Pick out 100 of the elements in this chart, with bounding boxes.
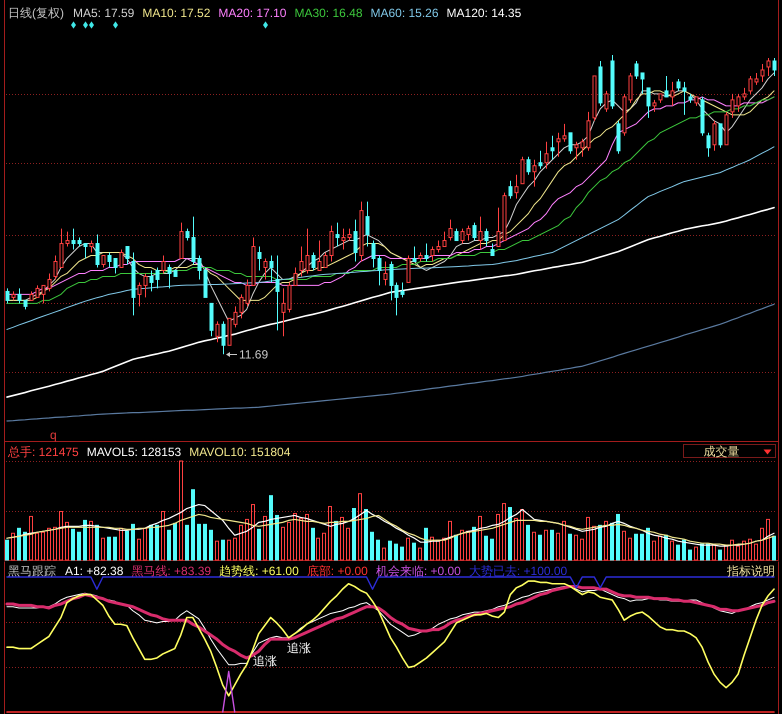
candlestick (318, 240, 322, 271)
bar (23, 532, 27, 560)
bar (634, 534, 638, 560)
bar (712, 544, 716, 560)
candlestick (772, 57, 776, 76)
candlestick (354, 219, 358, 262)
candlestick (706, 132, 710, 158)
candlestick (276, 255, 280, 331)
annotation: 指标说明 (726, 564, 775, 578)
candlestick (514, 174, 518, 200)
text: MA30: 16.48 (294, 6, 363, 20)
bar (293, 512, 297, 560)
bar (538, 534, 542, 560)
bar (478, 516, 482, 560)
candlestick (168, 264, 172, 289)
candlestick (366, 201, 370, 248)
bar (592, 526, 596, 560)
candlestick (36, 284, 40, 298)
bar (287, 522, 291, 560)
bar (484, 536, 488, 560)
bar (358, 493, 362, 560)
bar (143, 528, 147, 560)
bar (748, 538, 752, 560)
candlestick (412, 246, 416, 262)
candlestick (640, 72, 644, 94)
candlestick (754, 72, 758, 86)
bar (275, 514, 279, 560)
bar (191, 489, 195, 560)
bar (430, 536, 434, 560)
bar (382, 548, 386, 560)
bar (53, 526, 57, 560)
bar (107, 536, 111, 560)
bar (322, 532, 326, 560)
bar (598, 524, 602, 560)
candlestick (730, 93, 734, 118)
text: MAVOL5: 128153 (86, 445, 182, 459)
bar (454, 534, 458, 560)
bar (113, 536, 117, 560)
candlestick (670, 81, 674, 106)
bar (736, 546, 740, 560)
bar (718, 550, 722, 560)
candlestick (378, 255, 382, 286)
text: MA120: 14.35 (446, 6, 522, 20)
text: 总手: 121475 (7, 445, 80, 459)
candlestick (442, 231, 446, 248)
bar (119, 528, 123, 560)
candlestick (448, 219, 452, 242)
bar (83, 520, 87, 560)
candlestick (634, 60, 638, 80)
candlestick (198, 255, 202, 280)
bar (496, 514, 500, 560)
bar (526, 524, 530, 560)
bar (328, 506, 332, 560)
text: MAVOL10: 151804 (189, 445, 291, 459)
bar (676, 544, 680, 560)
candlestick (748, 75, 752, 94)
bar (209, 530, 213, 560)
bar (137, 538, 141, 560)
candlestick (156, 266, 160, 289)
candlestick (580, 138, 584, 158)
bar (215, 540, 219, 560)
text: MA5: 17.59 (72, 6, 135, 20)
candlestick (126, 246, 130, 265)
bar (65, 522, 69, 560)
bar (125, 530, 129, 560)
candlestick (628, 72, 632, 104)
candlestick (406, 255, 410, 283)
candlestick (436, 240, 440, 254)
text: 底部: +0.00 (306, 564, 368, 578)
text: MA60: 15.26 (370, 6, 439, 20)
bar (340, 516, 344, 560)
bar (406, 538, 410, 560)
chart-title: 黑马跟踪 (8, 564, 56, 578)
bar (502, 503, 506, 560)
annotation: 11.69 (239, 348, 268, 362)
candlestick (736, 93, 740, 112)
candlestick (496, 207, 500, 248)
bar (334, 520, 338, 560)
bar (95, 524, 99, 560)
candlestick (246, 278, 250, 307)
candlestick (664, 75, 668, 98)
bar (664, 534, 668, 560)
candlestick (484, 228, 488, 248)
bar (436, 540, 440, 560)
candlestick (144, 272, 148, 298)
bar (418, 548, 422, 560)
candlestick (150, 270, 154, 292)
bar (245, 518, 249, 560)
bar (5, 540, 9, 560)
bar (155, 524, 159, 560)
candlestick (240, 294, 244, 319)
bar (131, 524, 135, 560)
candlestick (430, 246, 434, 262)
bar (670, 540, 674, 560)
candlestick (348, 228, 352, 242)
bar (706, 544, 710, 560)
candlestick (84, 243, 88, 259)
bar (490, 538, 494, 560)
candlestick (556, 132, 560, 158)
candlestick (312, 252, 316, 271)
